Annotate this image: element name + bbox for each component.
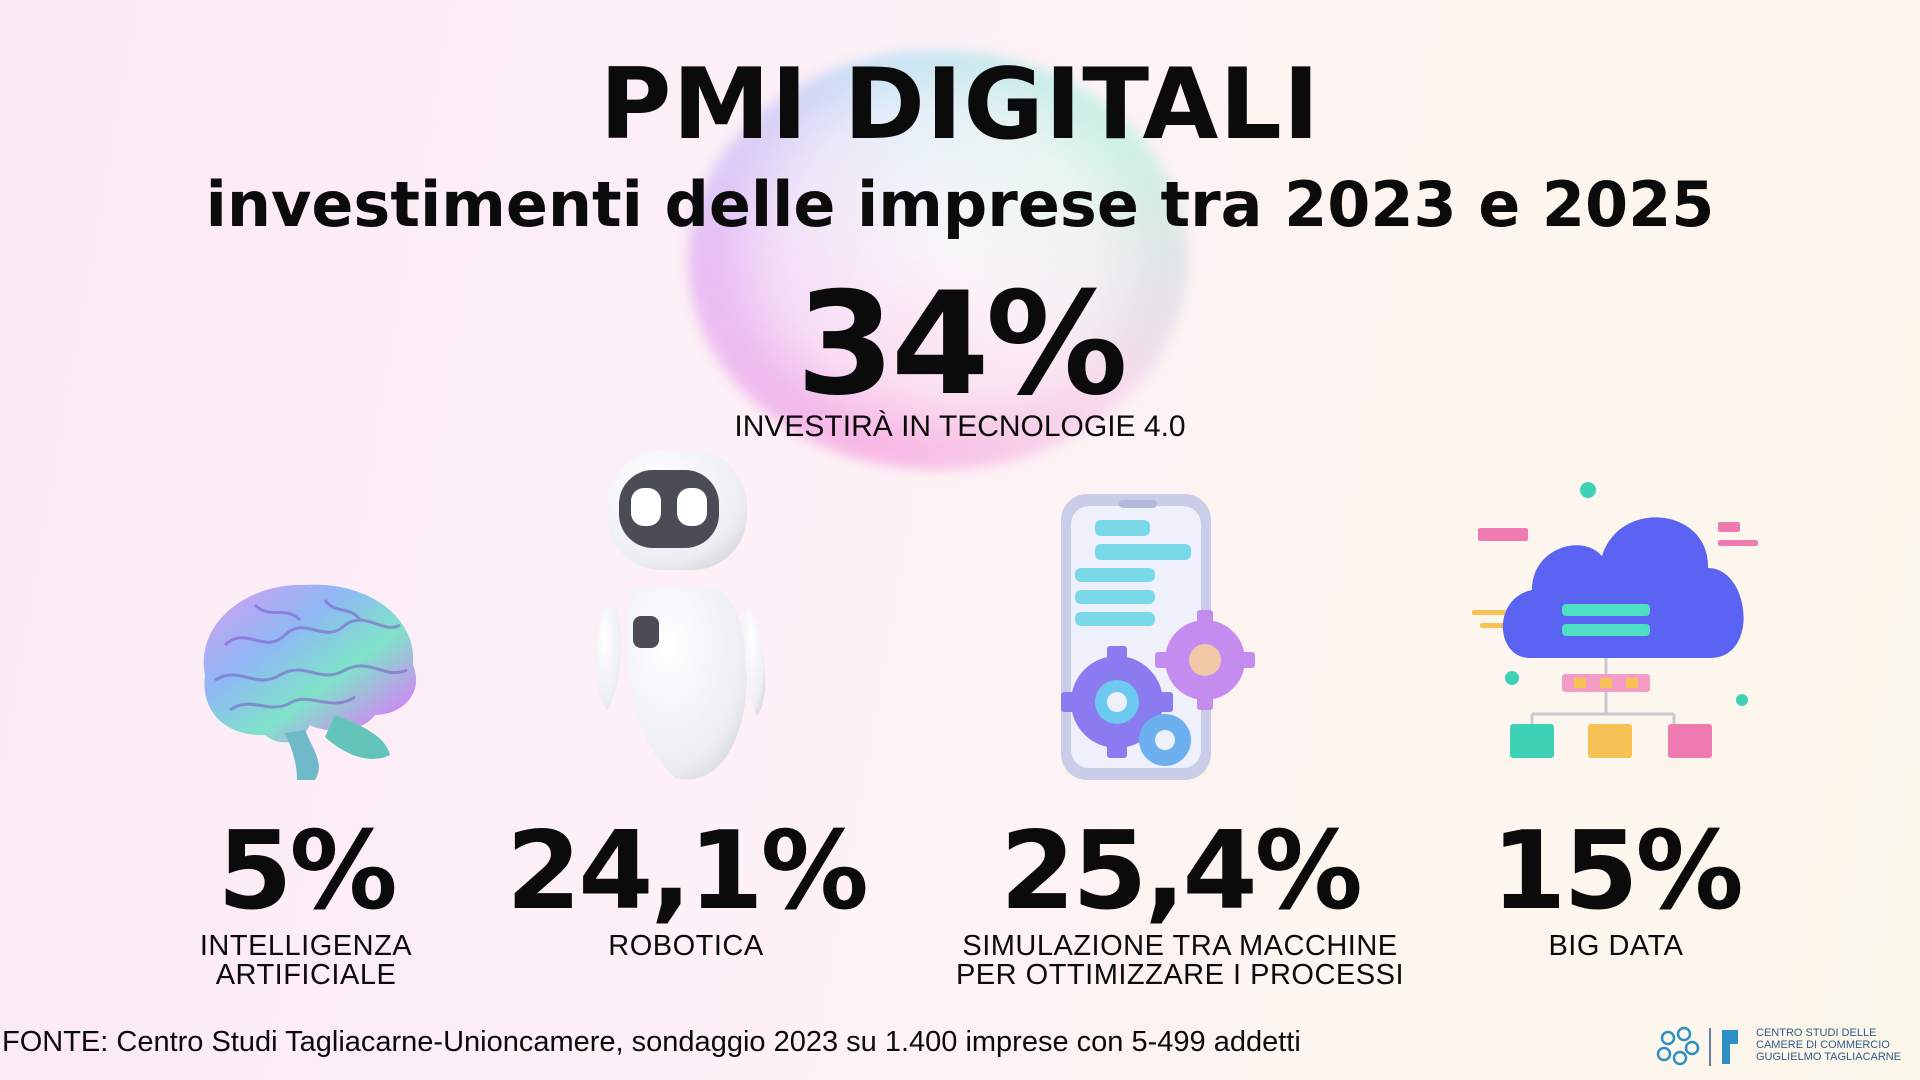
stat-robotics-label-line1: ROBOTICA bbox=[608, 930, 764, 962]
stat-ai-label-line1: INTELLIGENZA bbox=[199, 930, 413, 962]
stat-simulation-label-line1: SIMULAZIONE TRA MACCHINE bbox=[962, 930, 1398, 962]
source-note: FONTE: Centro Studi Tagliacarne-Unioncam… bbox=[2, 1026, 1301, 1058]
gears-phone-icon bbox=[1061, 494, 1255, 780]
stat-robotics: 24,1% ROBOTICA bbox=[426, 818, 946, 961]
logo-mark-icon bbox=[1656, 1026, 1738, 1066]
stat-ai-value: 5% bbox=[217, 809, 397, 934]
page-title: PMI DIGITALI bbox=[599, 48, 1321, 162]
iridescent-bubble bbox=[688, 50, 1188, 470]
stat-simulation: 25,4% SIMULAZIONE TRA MACCHINE PER OTTIM… bbox=[920, 818, 1440, 990]
cloud-data-icon bbox=[1472, 482, 1758, 758]
page-subtitle: investimenti delle imprese tra 2023 e 20… bbox=[205, 168, 1715, 241]
stat-simulation-value: 25,4% bbox=[1000, 809, 1363, 934]
stat-bigdata-label-line1: BIG DATA bbox=[1548, 930, 1684, 962]
headline-label: INVESTIRÀ IN TECNOLOGIE 4.0 bbox=[734, 410, 1186, 443]
stat-bigdata-value: 15% bbox=[1491, 809, 1744, 934]
stat-bigdata: 15% BIG DATA bbox=[1356, 818, 1876, 961]
logo-line3: GUGLIELMO TAGLIACARNE bbox=[1756, 1051, 1902, 1063]
brain-icon bbox=[203, 584, 417, 780]
logo-line1: CENTRO STUDI DELLE bbox=[1756, 1027, 1877, 1039]
stat-ai-label-line2: ARTIFICIALE bbox=[215, 959, 397, 991]
stat-robotics-value: 24,1% bbox=[506, 809, 869, 934]
stat-ai: 5% INTELLIGENZA ARTIFICIALE bbox=[46, 818, 566, 990]
logo-text: CENTRO STUDI DELLE CAMERE DI COMMERCIO G… bbox=[1756, 1027, 1901, 1063]
robot-icon bbox=[595, 450, 766, 780]
stat-simulation-label-line2: PER OTTIMIZZARE I PROCESSI bbox=[955, 959, 1405, 991]
logo-line2: CAMERE DI COMMERCIO bbox=[1756, 1039, 1890, 1051]
tagliacarne-logo: CENTRO STUDI DELLE CAMERE DI COMMERCIO G… bbox=[1652, 1022, 1914, 1072]
headline-value: 34% bbox=[796, 262, 1128, 427]
